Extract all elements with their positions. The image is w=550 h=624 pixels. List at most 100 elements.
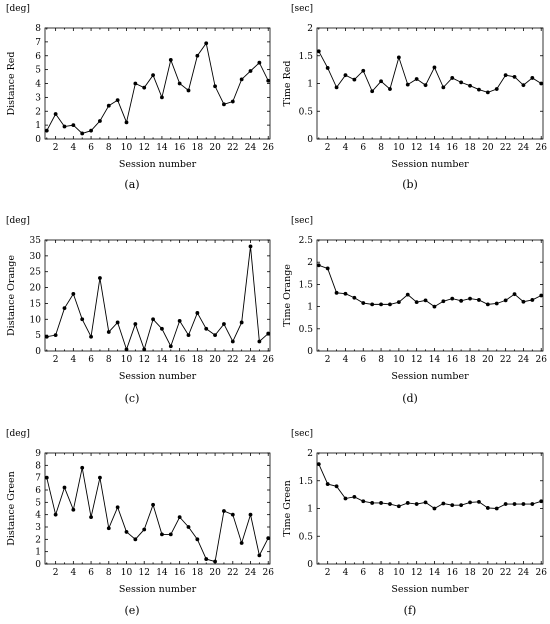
data-point — [414, 502, 419, 506]
data-point — [98, 276, 102, 280]
x-tick-label: 4 — [70, 355, 76, 365]
x-tick-label: 18 — [192, 568, 204, 578]
x-tick-label: 6 — [360, 568, 366, 578]
x-tick-label: 18 — [464, 143, 476, 153]
data-point — [195, 537, 200, 542]
data-point — [503, 298, 508, 303]
y-tick-label: 1.5 — [299, 280, 314, 290]
plot-frame — [316, 452, 544, 565]
data-point — [168, 532, 173, 537]
y-axis-title: Distance Orange — [6, 255, 17, 336]
data-point — [396, 504, 401, 509]
data-point — [160, 532, 164, 537]
plot-frame — [44, 27, 271, 140]
data-point — [195, 311, 200, 315]
x-tick-label: 14 — [429, 355, 441, 365]
y-tick-label: 6 — [35, 52, 41, 62]
data-point — [71, 507, 76, 512]
data-point — [539, 293, 544, 298]
chart-panel-d: 00.511.522.52 4 6 8 10 12 14 16 18 20 22 24 26[sec]T… — [282, 216, 547, 405]
data-point — [89, 515, 93, 520]
data-point — [124, 530, 129, 534]
x-tick-label: 8 — [106, 568, 112, 578]
y-tick-label: 0 — [307, 560, 313, 570]
data-point — [106, 526, 111, 531]
y-tick-label: 4 — [35, 511, 41, 521]
data-point — [142, 347, 147, 352]
x-tick-label: 16 — [174, 355, 186, 365]
chart-panel-b: 00.511.522 4 6 8 10 12 14 16 18 20 22 24 26[sec]Time… — [282, 4, 547, 191]
data-point — [361, 68, 366, 73]
data-point — [160, 326, 164, 331]
x-tick-label: 18 — [192, 143, 204, 153]
data-point — [53, 112, 58, 116]
y-tick-label: 2 — [35, 535, 41, 545]
x-tick-label: 4 — [343, 143, 349, 153]
x-tick-label: 22 — [227, 568, 238, 578]
chart-panel-f: 00.511.522 4 6 8 10 12 14 16 18 20 22 24 26[sec]Time… — [282, 429, 547, 617]
data-point — [379, 302, 383, 307]
x-tick-label: 18 — [192, 355, 204, 365]
y-tick-label: 2 — [307, 258, 313, 268]
x-tick-label: 18 — [464, 355, 476, 365]
data-point — [151, 317, 155, 322]
y-tick-label: 25 — [30, 268, 42, 278]
x-tick-label: 24 — [518, 568, 530, 578]
data-point — [325, 66, 330, 70]
data-point — [62, 306, 67, 311]
y-axis-title: Time Red — [282, 61, 293, 107]
data-point — [494, 301, 499, 306]
data-point — [530, 502, 535, 506]
data-point — [352, 494, 357, 499]
data-point — [388, 87, 392, 91]
data-point — [441, 501, 446, 506]
x-tick-label: 26 — [263, 568, 275, 578]
data-point — [177, 318, 182, 323]
x-tick-label: 20 — [209, 568, 221, 578]
data-point — [361, 499, 366, 504]
x-tick-label: 4 — [70, 143, 76, 153]
y-axis-title: Distance Green — [6, 471, 17, 546]
data-point — [89, 334, 93, 339]
x-tick-label: 22 — [500, 568, 511, 578]
data-point — [530, 76, 535, 80]
x-tick-label: 14 — [156, 355, 168, 365]
x-axis-title: Session number — [391, 584, 469, 595]
data-point — [316, 263, 321, 268]
data-point — [124, 347, 129, 352]
data-point — [53, 512, 58, 517]
x-tick-label: 12 — [411, 568, 422, 578]
data-point — [379, 79, 383, 84]
data-point — [432, 65, 437, 70]
x-tick-label: 2 — [325, 568, 331, 578]
x-tick-label: 22 — [227, 355, 238, 365]
data-point — [396, 55, 401, 60]
x-tick-label: 2 — [325, 355, 331, 365]
panel-caption: (f) — [404, 604, 417, 617]
x-tick-label: 10 — [393, 143, 405, 153]
y-tick-label: 2 — [35, 107, 41, 117]
x-tick-label: 6 — [360, 355, 366, 365]
data-point — [405, 501, 410, 505]
data-point — [494, 87, 499, 91]
x-tick-label: 12 — [138, 355, 149, 365]
series-line — [318, 463, 542, 510]
data-point — [266, 78, 271, 83]
data-point — [133, 322, 138, 326]
data-point — [423, 500, 428, 505]
data-point — [248, 512, 253, 517]
data-point — [142, 527, 147, 532]
plot-frame — [316, 239, 544, 352]
y-tick-label: 2 — [307, 24, 313, 34]
x-tick-label: 26 — [535, 568, 547, 578]
x-tick-label: 4 — [343, 355, 349, 365]
data-point — [151, 73, 155, 78]
y-tick-label: 3 — [35, 523, 41, 533]
data-point — [512, 502, 517, 506]
x-axis-title: Session number — [391, 371, 469, 382]
data-point — [239, 77, 244, 82]
data-point — [106, 330, 111, 334]
data-point — [213, 333, 217, 338]
series-line — [318, 264, 542, 308]
